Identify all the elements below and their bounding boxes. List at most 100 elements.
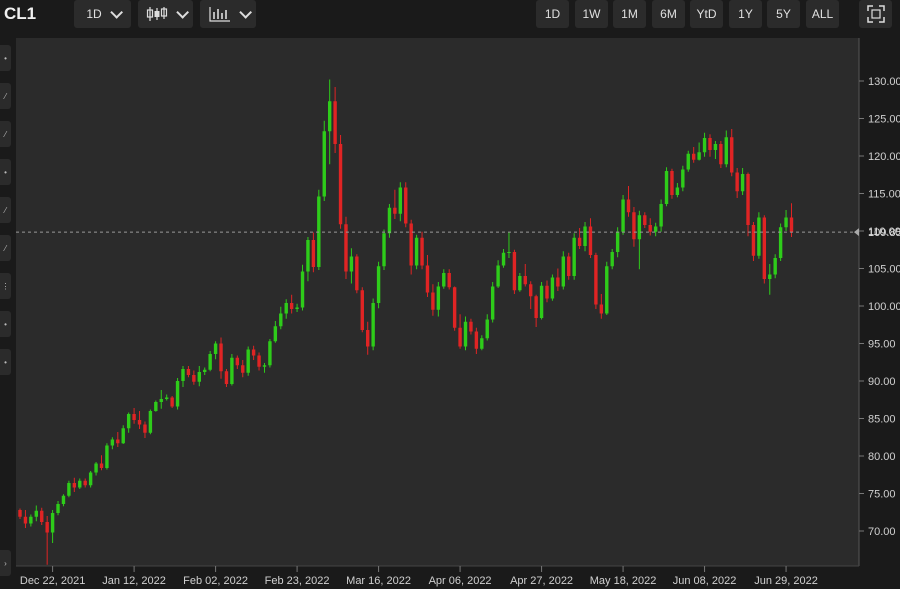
candle-body bbox=[561, 256, 565, 287]
candle bbox=[730, 129, 734, 177]
candle bbox=[659, 199, 663, 232]
y-tick-label: 125.00 bbox=[868, 114, 900, 126]
chart-area[interactable] bbox=[16, 38, 859, 566]
candle-body bbox=[664, 171, 669, 204]
tool-text-icon[interactable]: • bbox=[0, 311, 11, 337]
range-button-1m[interactable]: 1M bbox=[613, 0, 646, 28]
candle-body bbox=[311, 240, 316, 267]
candle-body bbox=[306, 240, 310, 272]
candle-body bbox=[387, 207, 392, 234]
symbol-label: CL1 bbox=[4, 4, 37, 23]
indicator-dropdown[interactable] bbox=[200, 0, 256, 28]
candle-body bbox=[550, 277, 555, 299]
candle-body bbox=[719, 144, 723, 165]
candle-body bbox=[751, 225, 756, 256]
candle bbox=[224, 369, 229, 387]
range-button-5y[interactable]: 5Y bbox=[767, 0, 800, 28]
tool-shape-icon[interactable]: ⋮ bbox=[0, 273, 11, 299]
candle-body bbox=[496, 265, 500, 287]
candle bbox=[594, 252, 598, 309]
candle bbox=[219, 337, 223, 379]
candle-body bbox=[355, 256, 359, 291]
candle-body bbox=[588, 226, 593, 255]
candle-body bbox=[539, 285, 544, 318]
range-button-ytd[interactable]: YtD bbox=[690, 0, 723, 28]
candle bbox=[480, 335, 484, 351]
tool-line-icon[interactable]: ⁄ bbox=[0, 83, 11, 109]
candle bbox=[273, 321, 278, 343]
candle bbox=[762, 215, 767, 284]
expand-rail-icon[interactable]: › bbox=[0, 550, 11, 576]
range-button-1d[interactable]: 1D bbox=[536, 0, 569, 28]
candle bbox=[78, 478, 82, 489]
candle-body bbox=[67, 483, 71, 496]
candle-body bbox=[643, 215, 647, 225]
tool-ray-icon[interactable]: ⁄ bbox=[0, 121, 11, 147]
fullscreen-icon bbox=[866, 5, 885, 23]
x-tick-label: Jun 29, 2022 bbox=[754, 575, 818, 587]
candle bbox=[371, 298, 375, 351]
candle-body bbox=[469, 321, 473, 332]
candle bbox=[643, 212, 647, 228]
candle-body bbox=[148, 411, 153, 433]
x-tick-label: Dec 22, 2021 bbox=[20, 575, 85, 587]
x-tick-label: Jun 08, 2022 bbox=[673, 575, 737, 587]
candle bbox=[121, 425, 125, 444]
candle-body bbox=[241, 365, 245, 373]
range-button-6m[interactable]: 6M bbox=[652, 0, 685, 28]
candle bbox=[757, 212, 761, 259]
candle-body bbox=[632, 212, 636, 240]
candle-body bbox=[371, 303, 375, 347]
candle-body bbox=[789, 217, 794, 233]
candle-body bbox=[110, 439, 115, 446]
candle bbox=[501, 249, 506, 268]
candle bbox=[181, 366, 185, 387]
indicator-icon bbox=[208, 7, 230, 22]
interval-dropdown[interactable]: 1D bbox=[74, 0, 131, 28]
tool-measure-icon[interactable]: • bbox=[0, 349, 11, 375]
candle bbox=[23, 510, 28, 528]
candle bbox=[561, 251, 565, 290]
tool-fib-icon[interactable]: ⁄ bbox=[0, 197, 11, 223]
candle-body bbox=[23, 516, 28, 524]
candle-body bbox=[501, 252, 506, 266]
candle-body bbox=[45, 522, 49, 533]
range-button-all[interactable]: ALL bbox=[806, 0, 839, 28]
candle bbox=[213, 341, 218, 360]
candle-body bbox=[615, 231, 620, 252]
candle-body bbox=[181, 369, 185, 381]
candle-body bbox=[284, 303, 288, 314]
candle-body bbox=[327, 101, 332, 132]
tool-pitchfork-icon[interactable]: ⁄ bbox=[0, 235, 11, 261]
candle bbox=[317, 189, 321, 270]
tool-crosshair-icon[interactable]: • bbox=[0, 45, 11, 71]
chart-type-dropdown[interactable] bbox=[138, 0, 193, 28]
tool-channel-icon[interactable]: • bbox=[0, 159, 11, 185]
candle-body bbox=[534, 296, 538, 318]
candle bbox=[251, 345, 256, 360]
price-chart[interactable] bbox=[16, 38, 859, 566]
candle bbox=[300, 264, 305, 311]
last-price-label: 109.85 bbox=[868, 227, 900, 239]
candle bbox=[463, 316, 468, 351]
candle bbox=[116, 432, 120, 447]
candle-body bbox=[50, 513, 55, 533]
candle bbox=[344, 216, 348, 279]
y-tick-label: 75.00 bbox=[868, 489, 896, 501]
candle-body bbox=[230, 357, 234, 384]
chevron-down-icon bbox=[238, 5, 252, 19]
candle bbox=[746, 172, 750, 237]
range-button-1y[interactable]: 1Y bbox=[729, 0, 762, 28]
candle bbox=[436, 282, 441, 317]
candle bbox=[686, 150, 690, 172]
candle-body bbox=[137, 420, 142, 425]
candle-body bbox=[170, 397, 174, 407]
fullscreen-button[interactable] bbox=[859, 0, 892, 28]
candle bbox=[664, 167, 669, 207]
candle bbox=[577, 228, 582, 249]
candle bbox=[279, 306, 283, 330]
y-tick-label: 70.00 bbox=[868, 526, 896, 538]
candle-body bbox=[224, 371, 229, 384]
range-button-1w[interactable]: 1W bbox=[575, 0, 608, 28]
candle-body bbox=[197, 372, 201, 382]
